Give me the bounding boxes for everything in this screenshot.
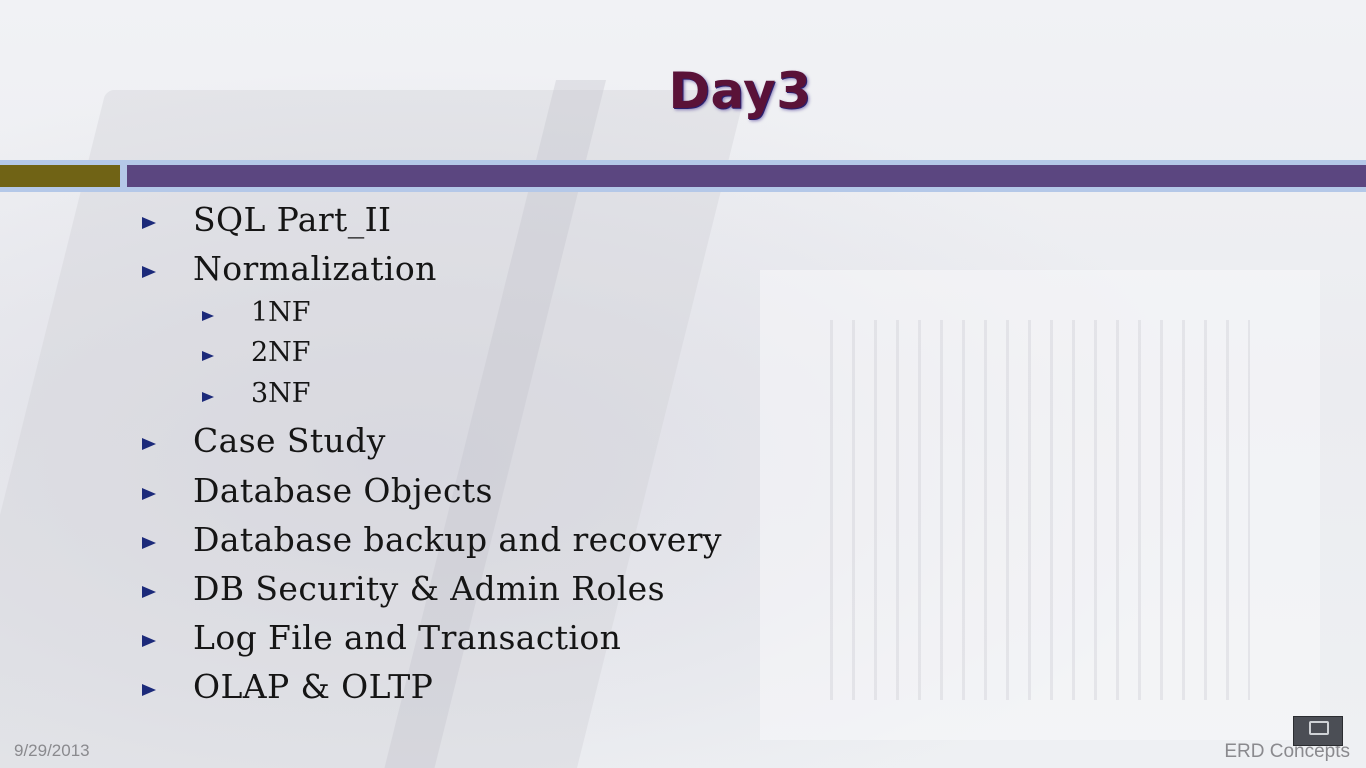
arrow-bullet-icon [202,391,214,402]
title-divider-bar [127,165,1366,187]
arrow-bullet-icon [142,487,156,500]
arrow-bullet-icon [142,536,156,549]
background-page [760,270,1320,740]
bullet-text: Database backup and recovery [193,520,722,559]
title-divider-accent [0,165,120,187]
bullet-item: Normalization [142,249,437,288]
arrow-bullet-icon [142,265,156,278]
bullet-text: Normalization [193,249,437,288]
arrow-bullet-icon [202,350,214,361]
arrow-bullet-icon [142,634,156,647]
arrow-bullet-icon [142,683,156,696]
bullet-item: Database backup and recovery [142,520,722,559]
background-text-lines [830,320,1250,700]
bullet-item: Database Objects [142,471,493,510]
sub-bullet-text: 1NF [251,297,311,328]
slide-footer-brand: ERD Concepts [1224,741,1350,762]
bullet-item: DB Security & Admin Roles [142,569,665,608]
bullet-text: Case Study [193,421,386,460]
bullet-text: SQL Part_II [193,200,392,239]
bullet-item: Case Study [142,421,386,460]
bullet-item: Log File and Transaction [142,618,621,657]
sub-bullet-text: 2NF [251,337,311,368]
arrow-bullet-icon [142,216,156,229]
slide-date: 9/29/2013 [14,741,90,760]
bullet-text: Database Objects [193,471,493,510]
sub-bullet-item: 2NF [202,337,311,368]
slide-title: Day3 [668,62,812,120]
bullet-text: Log File and Transaction [193,618,622,657]
arrow-bullet-icon [142,585,156,598]
sub-bullet-item: 3NF [202,378,311,409]
arrow-bullet-icon [142,437,156,450]
bullet-item: SQL Part_II [142,200,391,239]
sub-bullet-item: 1NF [202,297,311,328]
presenter-thumbnail-icon[interactable] [1293,716,1343,746]
bullet-item: OLAP & OLTP [142,667,433,706]
arrow-bullet-icon [202,310,214,321]
bullet-text: OLAP & OLTP [193,667,434,706]
sub-bullet-text: 3NF [251,378,311,409]
bullet-text: DB Security & Admin Roles [193,569,665,608]
